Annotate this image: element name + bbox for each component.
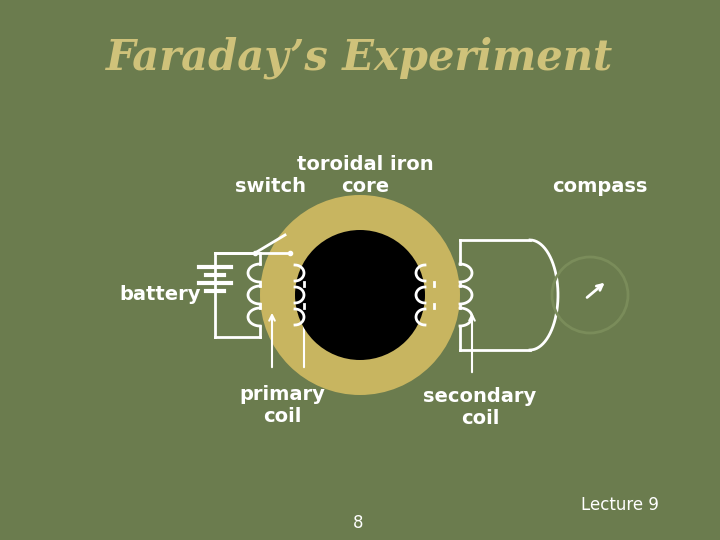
Text: battery: battery (120, 286, 201, 305)
Text: toroidal iron
core: toroidal iron core (297, 154, 433, 195)
Text: secondary
coil: secondary coil (423, 387, 536, 428)
Text: 8: 8 (353, 514, 364, 532)
Text: switch: switch (235, 178, 305, 197)
Text: primary
coil: primary coil (239, 384, 325, 426)
Text: Lecture 9: Lecture 9 (581, 496, 659, 514)
Ellipse shape (295, 230, 425, 360)
Text: Faraday’s Experiment: Faraday’s Experiment (107, 37, 613, 79)
Ellipse shape (260, 195, 460, 395)
Text: compass: compass (552, 178, 648, 197)
